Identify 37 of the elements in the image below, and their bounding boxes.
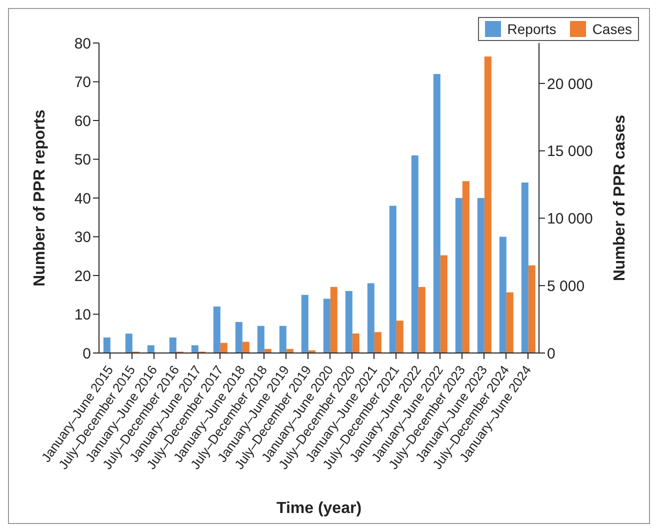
y-tick-label: 20 (74, 268, 91, 285)
bar (279, 326, 286, 353)
y2-tick-label: 15 000 (547, 143, 593, 160)
bar (433, 74, 440, 353)
bar (389, 206, 396, 353)
bar (301, 294, 308, 353)
bar (147, 345, 154, 353)
bar (411, 155, 418, 353)
y2-tick-label: 5 000 (547, 278, 585, 295)
y-tick-label: 50 (74, 152, 91, 169)
y-tick-label: 40 (74, 190, 91, 208)
y-tick-label: 10 (74, 306, 91, 324)
bar (374, 332, 382, 353)
y-tick-label: 0 (82, 345, 91, 362)
bar (220, 342, 228, 353)
y2-tick-label: 10 000 (547, 210, 593, 228)
bar (191, 345, 198, 353)
y-tick-label: 80 (74, 35, 91, 52)
y2-tick-label: 0 (547, 345, 556, 362)
bar (169, 338, 176, 353)
bar (213, 306, 220, 353)
x-axis-title: Time (year) (276, 500, 362, 517)
y-tick-label: 30 (74, 229, 91, 246)
y2-tick-label: 20 000 (547, 76, 593, 93)
bar (125, 334, 132, 353)
legend-label: Reports (507, 21, 556, 37)
y-tick-label: 60 (74, 112, 91, 130)
y-tick-label: 70 (74, 74, 91, 92)
bar (257, 326, 264, 353)
legend-label: Cases (592, 21, 632, 37)
bar (235, 322, 242, 353)
bar (396, 320, 404, 353)
bar (345, 291, 352, 353)
bar (367, 283, 374, 353)
y2-axis-title: Number of PPR cases (612, 114, 629, 282)
y-axis-title: Number of PPR reports (32, 109, 49, 286)
bar (103, 338, 110, 353)
